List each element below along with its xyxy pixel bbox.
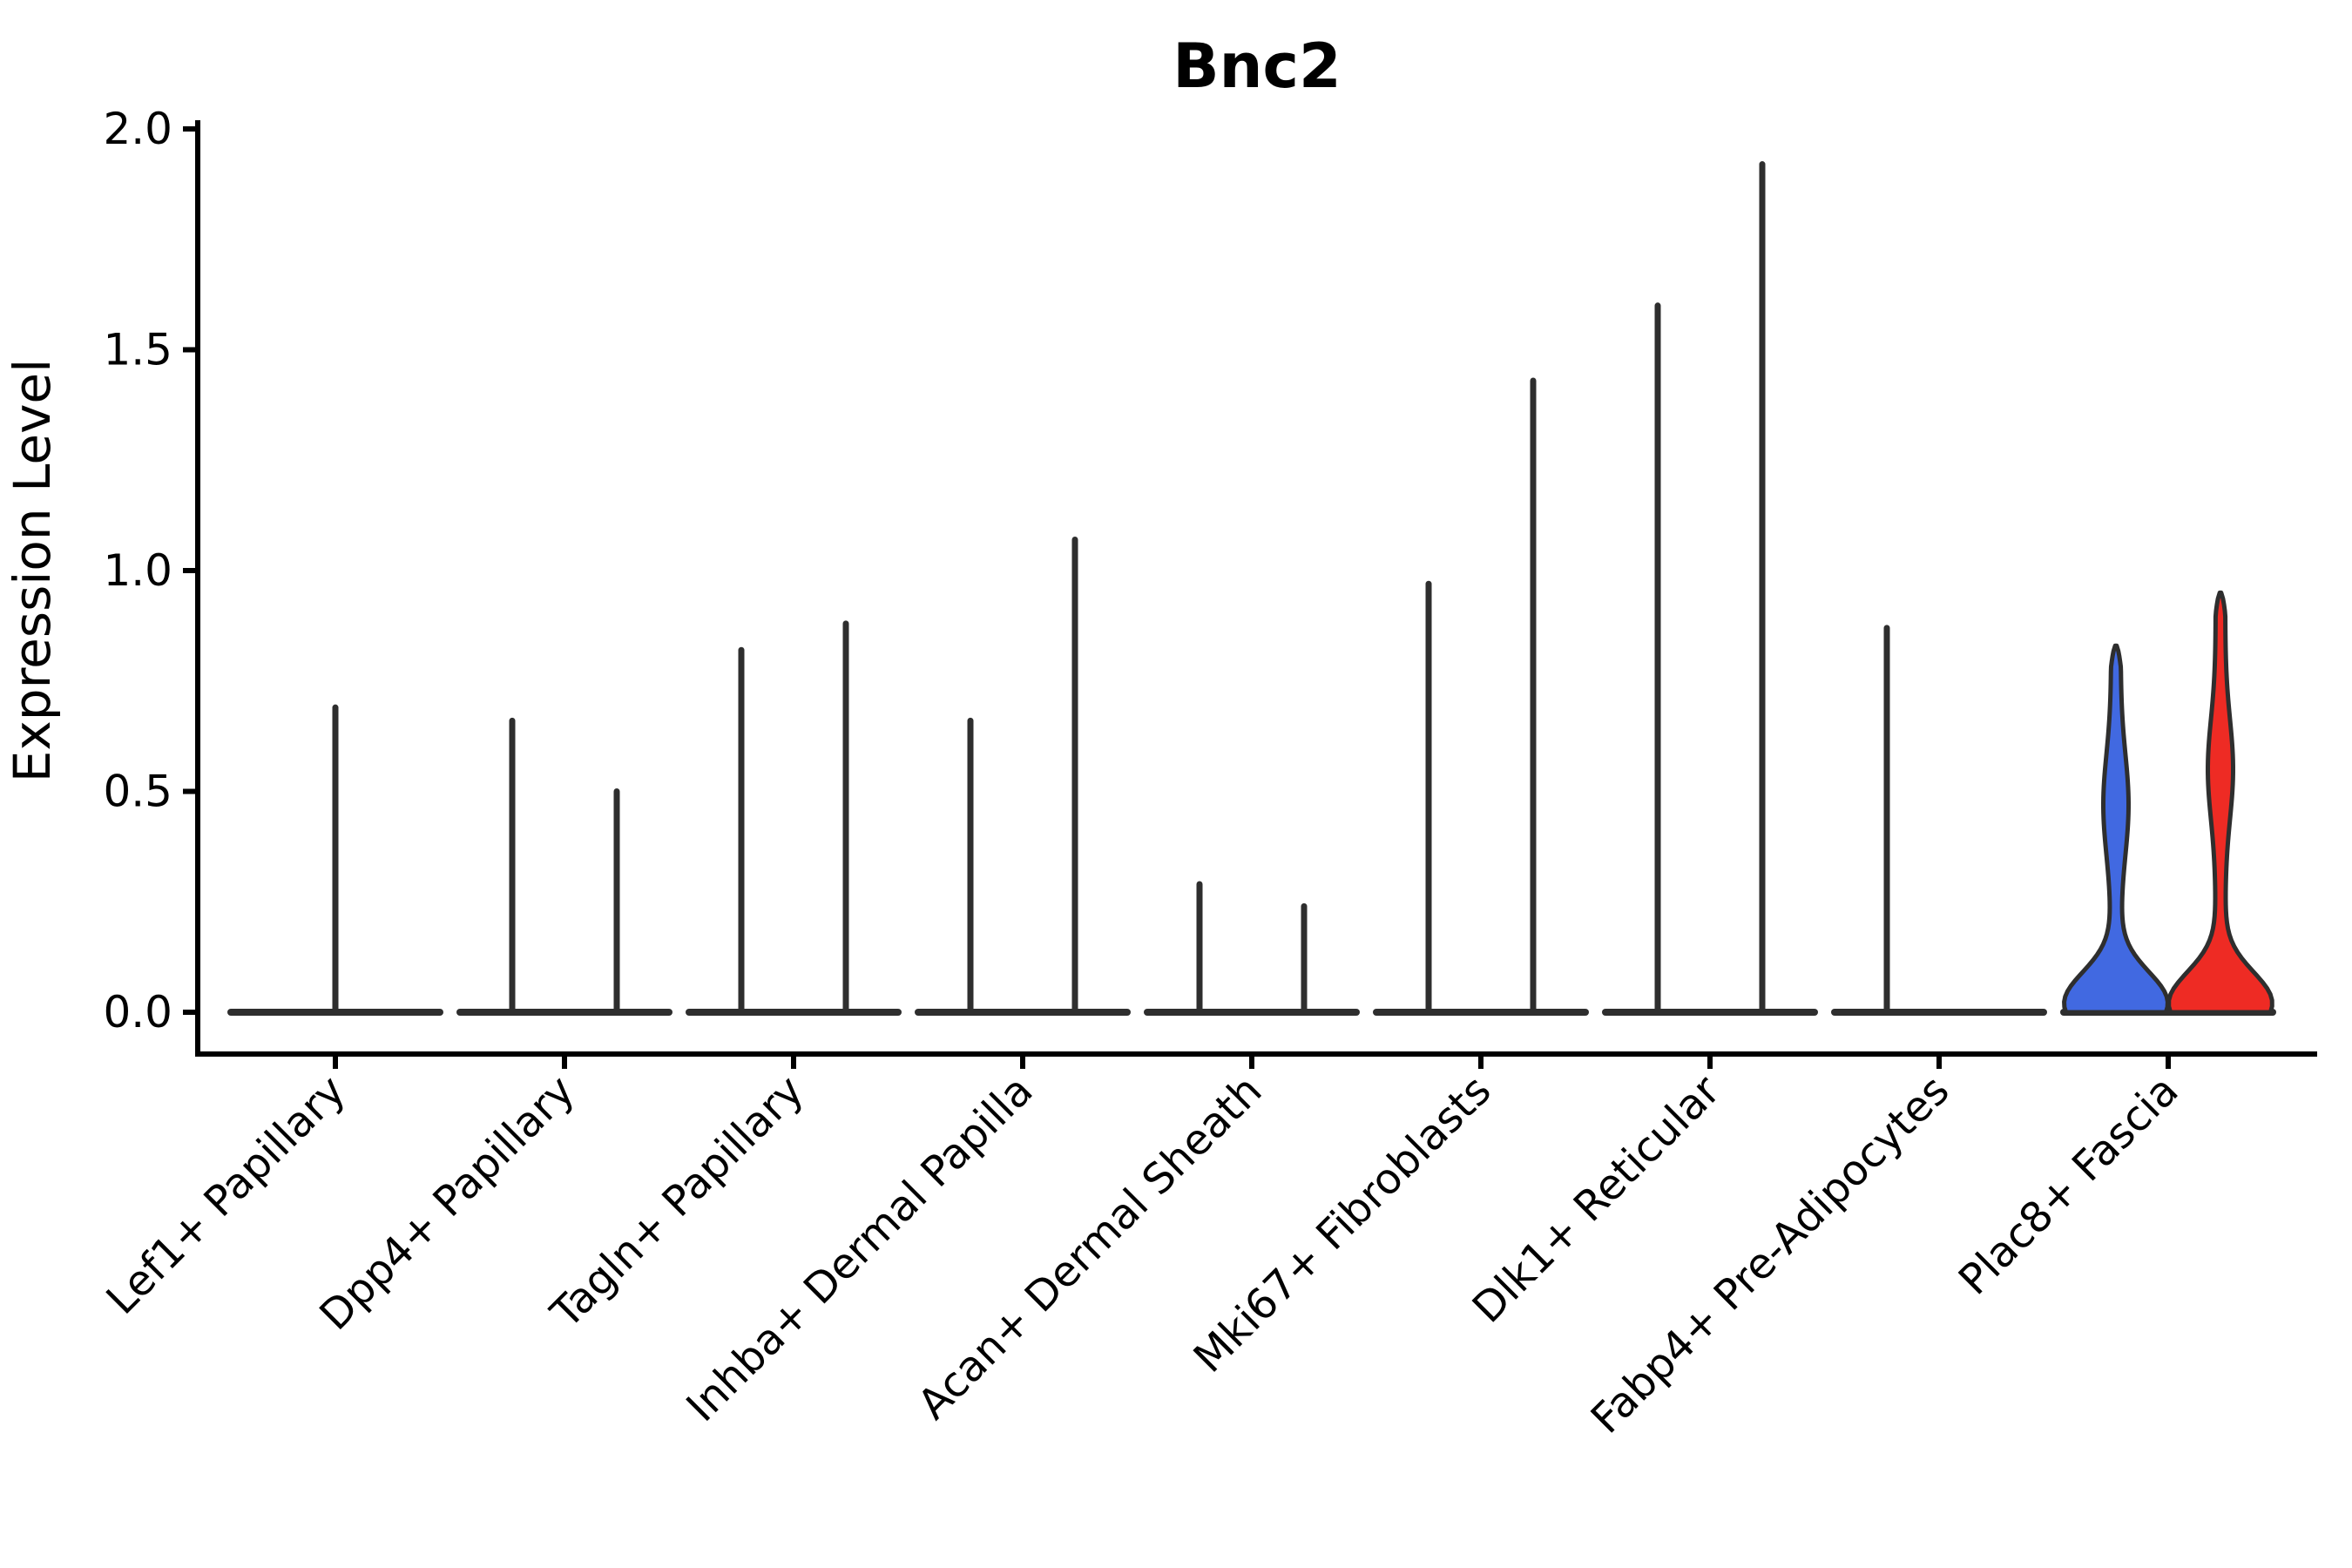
chart-title: Bnc2 — [1173, 30, 1341, 102]
y-axis-label: Expression Level — [3, 359, 62, 782]
x-tick-label: Dpp4+ Papillary — [310, 1066, 584, 1340]
x-tick-label: Dlk1+ Reticular — [1463, 1066, 1730, 1333]
x-tick-label: Lef1+ Papillary — [98, 1066, 355, 1324]
violin-body — [2062, 643, 2170, 1015]
y-tick-label: 0.5 — [103, 767, 172, 817]
y-tick-label: 1.0 — [103, 545, 172, 596]
y-tick-label: 0.0 — [103, 987, 172, 1037]
x-tick-label: Tagln+ Papillary — [541, 1066, 813, 1338]
violin-body — [2166, 590, 2274, 1015]
y-tick-label: 2.0 — [103, 104, 172, 154]
y-tick-label: 1.5 — [103, 325, 172, 375]
x-tick-label: Plac8+ Fascia — [1950, 1066, 2188, 1305]
